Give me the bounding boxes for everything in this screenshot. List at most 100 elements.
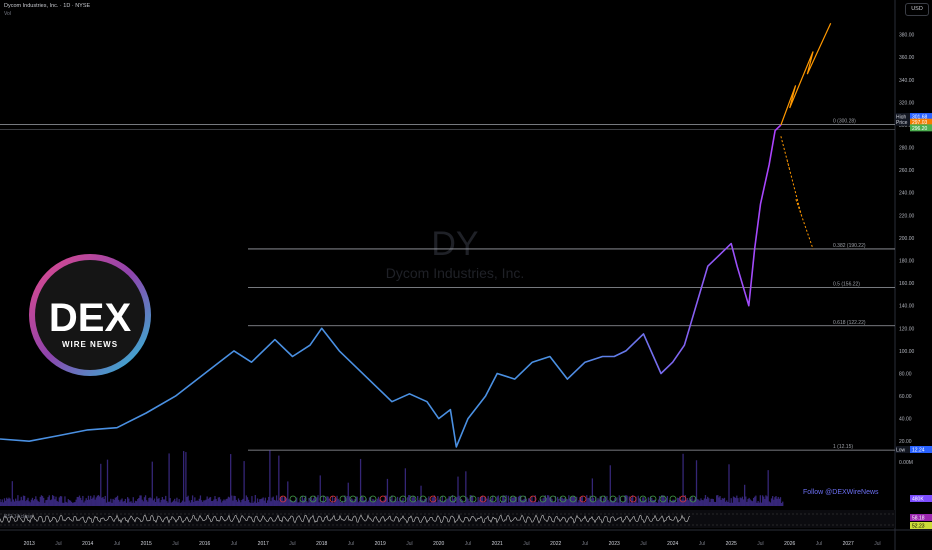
event-marker bbox=[279, 495, 287, 503]
price-tag-bg bbox=[910, 113, 932, 121]
price-tick-label: 20.00 bbox=[899, 439, 912, 445]
time-axis-label: 2017 bbox=[258, 541, 269, 547]
rsi-label: RSI 14 close bbox=[4, 514, 33, 520]
svg-text:DEX: DEX bbox=[49, 296, 132, 340]
watermark-name: Dycom Industries, Inc. bbox=[386, 265, 525, 281]
symbol-header[interactable]: Dycom Industries, Inc. · 1D · NYSE bbox=[4, 3, 91, 9]
volume-label: Vol bbox=[4, 11, 11, 17]
time-axis-label: 2015 bbox=[141, 541, 152, 547]
event-marker bbox=[299, 495, 307, 503]
event-marker bbox=[519, 495, 527, 503]
event-marker bbox=[399, 495, 407, 503]
price-tag-value: 296.20 bbox=[912, 126, 928, 132]
time-axis-label: Jul bbox=[55, 541, 61, 547]
event-marker bbox=[609, 495, 617, 503]
event-marker bbox=[309, 495, 317, 503]
time-axis-label: 2014 bbox=[82, 541, 93, 547]
price-tick-label: 380.00 bbox=[899, 33, 915, 39]
time-axis-label: Jul bbox=[640, 541, 646, 547]
time-axis-label: 2013 bbox=[24, 541, 35, 547]
event-marker bbox=[629, 495, 637, 503]
event-marker bbox=[539, 495, 547, 503]
event-marker bbox=[319, 495, 327, 503]
event-marker bbox=[559, 495, 567, 503]
price-tick-label: 320.00 bbox=[899, 100, 915, 106]
price-tick-label: 120.00 bbox=[899, 326, 915, 332]
event-marker bbox=[499, 495, 507, 503]
event-marker bbox=[579, 495, 587, 503]
price-series-line bbox=[0, 124, 782, 448]
event-marker bbox=[689, 495, 697, 503]
time-axis-label: 2018 bbox=[316, 541, 327, 547]
price-tick-label: 340.00 bbox=[899, 78, 915, 84]
event-marker bbox=[509, 495, 517, 503]
event-marker bbox=[639, 495, 647, 503]
event-marker bbox=[379, 495, 387, 503]
fib-level-label: 0.618 (122.22) bbox=[833, 320, 866, 326]
event-marker bbox=[349, 495, 357, 503]
event-marker bbox=[619, 495, 627, 503]
event-marker bbox=[369, 495, 377, 503]
event-marker bbox=[329, 495, 337, 503]
volume-tag-bg bbox=[910, 495, 932, 502]
tag-label-bg bbox=[895, 113, 910, 121]
event-marker bbox=[599, 495, 607, 503]
tag-label: Low bbox=[896, 448, 906, 454]
event-marker bbox=[489, 495, 497, 503]
dex-logo: DEX WIRE NEWS bbox=[29, 254, 151, 376]
rsi-tag-value: 52.23 bbox=[912, 524, 925, 530]
price-tag-bg bbox=[910, 118, 932, 126]
event-marker bbox=[429, 495, 437, 503]
price-tick-label: 260.00 bbox=[899, 168, 915, 174]
time-axis-label: Jul bbox=[114, 541, 120, 547]
event-marker bbox=[589, 495, 597, 503]
currency-button[interactable]: USD bbox=[905, 3, 929, 16]
price-tick-label: 200.00 bbox=[899, 236, 915, 242]
price-tag-bg bbox=[910, 446, 932, 453]
event-marker bbox=[679, 495, 687, 503]
event-marker bbox=[439, 495, 447, 503]
event-marker bbox=[649, 495, 657, 503]
time-axis-label: Jul bbox=[465, 541, 471, 547]
price-tick-label: 160.00 bbox=[899, 281, 915, 287]
svg-text:WIRE NEWS: WIRE NEWS bbox=[62, 340, 118, 349]
price-tick-label: 100.00 bbox=[899, 349, 915, 355]
fib-level-label: 0.382 (190.22) bbox=[833, 243, 866, 249]
price-tag-value: 12.24 bbox=[912, 448, 925, 454]
price-tick-label: 140.00 bbox=[899, 304, 915, 310]
event-marker bbox=[419, 495, 427, 503]
time-axis-label: Jul bbox=[406, 541, 412, 547]
tag-label: Price bbox=[896, 120, 908, 126]
event-marker bbox=[409, 495, 417, 503]
event-marker bbox=[479, 495, 487, 503]
price-tick-label: 300.00 bbox=[899, 123, 915, 129]
price-tick-label: 60.00 bbox=[899, 394, 912, 400]
price-tick-label: 360.00 bbox=[899, 55, 915, 61]
time-axis-label: Jul bbox=[289, 541, 295, 547]
event-marker bbox=[529, 495, 537, 503]
time-axis-label: Jul bbox=[231, 541, 237, 547]
time-axis-label: 2020 bbox=[433, 541, 444, 547]
event-marker bbox=[389, 495, 397, 503]
tag-label-bg bbox=[895, 446, 910, 453]
event-marker bbox=[549, 495, 557, 503]
price-tick-label: 180.00 bbox=[899, 259, 915, 265]
time-axis-label: 2027 bbox=[843, 541, 854, 547]
event-marker bbox=[449, 495, 457, 503]
event-marker bbox=[339, 495, 347, 503]
tag-label-bg bbox=[895, 118, 910, 126]
event-marker bbox=[469, 495, 477, 503]
rsi-tag-bg bbox=[910, 514, 932, 521]
price-tick-label: 240.00 bbox=[899, 191, 915, 197]
time-axis-label: Jul bbox=[523, 541, 529, 547]
event-marker bbox=[659, 495, 667, 503]
price-tick-label: 220.00 bbox=[899, 213, 915, 219]
price-tick-label: 80.00 bbox=[899, 371, 912, 377]
price-tag-bg bbox=[910, 124, 932, 132]
event-marker bbox=[569, 495, 577, 503]
time-axis-label: Jul bbox=[172, 541, 178, 547]
time-axis-label: Jul bbox=[582, 541, 588, 547]
price-tag-value: 297.03 bbox=[912, 120, 928, 126]
time-axis-label: 2025 bbox=[726, 541, 737, 547]
